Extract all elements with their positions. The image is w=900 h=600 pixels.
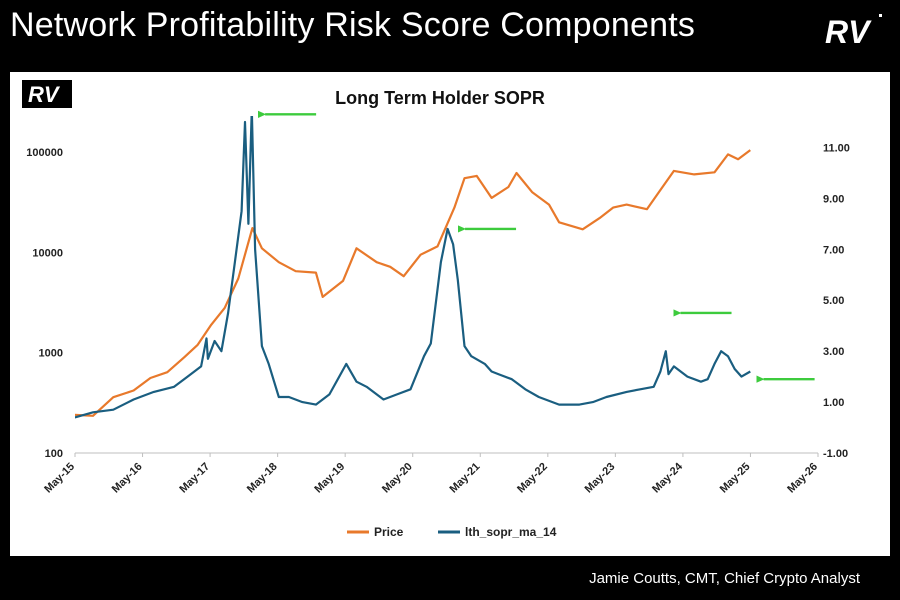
footer-credit: Jamie Coutts, CMT, Chief Crypto Analyst (589, 570, 860, 587)
y-left-tick-label: 100 (45, 448, 63, 460)
legend-price-label: Price (374, 525, 404, 539)
x-tick-label: May-22 (515, 461, 550, 496)
y-right-tick-label: 5.00 (823, 295, 844, 307)
x-tick-label: May-17 (177, 461, 212, 496)
x-tick-label: May-20 (380, 461, 415, 496)
axes-layer: 100 1000 10000 100000 -1.00 1.00 3.00 5.00 7.00 9… (26, 142, 850, 495)
x-tick-label: May-26 (785, 461, 820, 496)
y-left-tick-label: 1000 (39, 348, 63, 360)
chart-panel: RV Long Term Holder SOPR 100 1000 10000 100… (10, 72, 890, 556)
slide-title: Network Profitability Risk Score Compone… (10, 6, 696, 44)
y-right-tick-label: -1.00 (823, 448, 848, 460)
y-right-tick-label: 1.00 (823, 397, 844, 409)
y-right-tick-label: 3.00 (823, 346, 844, 358)
y-right-tick-label: 9.00 (823, 193, 844, 205)
x-tick-label: May-21 (448, 461, 483, 496)
price-series-line (75, 149, 751, 417)
x-tick-label: May-24 (650, 460, 685, 495)
legend-sopr-label: lth_sopr_ma_14 (465, 525, 557, 539)
chart: RV Long Term Holder SOPR 100100010000100… (22, 80, 850, 539)
x-tick-label: May-18 (245, 461, 280, 496)
rv-logo-text: RV (825, 14, 872, 50)
y-left-tick-label: 10000 (32, 247, 63, 259)
legend: Price lth_sopr_ma_14 (347, 525, 557, 539)
x-tick-label: May-15 (42, 461, 77, 496)
series-layer (75, 116, 751, 419)
y-right-tick-label: 11.00 (823, 142, 850, 154)
x-tick-label: May-25 (718, 461, 753, 496)
x-tick-label: May-23 (583, 461, 618, 496)
rv-logo: RV (823, 12, 887, 50)
x-tick-label: May-16 (110, 461, 145, 496)
y-right-tick-label: 7.00 (823, 244, 844, 256)
chart-logo-text: RV (28, 82, 61, 107)
chart-title: Long Term Holder SOPR (335, 88, 545, 108)
chart-logo: RV (22, 80, 72, 108)
annotation-layer (265, 114, 815, 379)
y-left-tick-label: 100000 (26, 147, 63, 159)
sopr-series-line (75, 116, 751, 419)
x-tick-label: May-19 (312, 461, 347, 496)
